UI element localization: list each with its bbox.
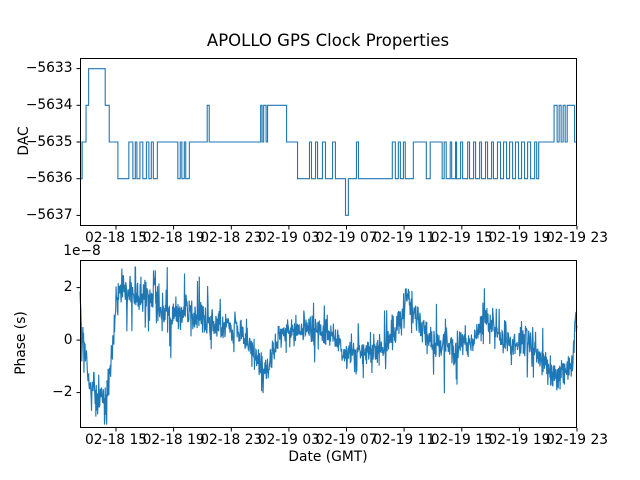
x-axis-label: Date (GMT) — [288, 449, 368, 465]
x-tick-label: 02-19 11 — [373, 431, 436, 448]
phase-plot-canvas — [76, 259, 578, 431]
phase-scale-offset-text: 1e−8 — [63, 243, 101, 259]
x-tick-label: 02-18 19 — [142, 431, 205, 448]
phase-line — [79, 266, 578, 425]
figure-title: APOLLO GPS Clock Properties — [206, 31, 450, 50]
y-tick-label: −5633 — [25, 60, 73, 77]
x-tick-label: 02-19 15 — [430, 229, 493, 246]
x-tick-label: 02-19 19 — [488, 431, 551, 448]
axes-frame — [80, 57, 577, 226]
dac-line — [80, 67, 577, 216]
dac-plot-canvas — [76, 57, 578, 229]
x-tick-label: 02-18 23 — [200, 431, 263, 448]
x-tick-label: 02-19 03 — [257, 431, 320, 448]
x-tick-label: 02-19 23 — [545, 229, 609, 246]
x-tick-label: 02-19 07 — [315, 431, 378, 448]
y-tick-label: 0 — [63, 331, 73, 348]
dac-subplot — [76, 57, 578, 229]
y-tick-label: −5636 — [25, 170, 73, 187]
y-tick-label: −5635 — [25, 133, 73, 150]
x-tick-label: 02-19 03 — [257, 229, 320, 246]
y-tick-label: 2 — [63, 279, 73, 296]
phase-subplot — [76, 259, 578, 431]
y-tick-label: −5634 — [25, 96, 73, 113]
y-tick-label: −2 — [52, 384, 73, 401]
y-tick-label: −5637 — [25, 206, 73, 223]
x-tick-label: 02-18 15 — [84, 431, 148, 448]
x-tick-label: 02-19 11 — [373, 229, 436, 246]
x-tick-label: 02-19 19 — [488, 229, 551, 246]
axes-frame — [80, 259, 577, 428]
x-tick-label: 02-19 23 — [545, 431, 609, 448]
x-tick-label: 02-19 15 — [430, 431, 493, 448]
x-tick-label: 02-18 15 — [84, 229, 148, 246]
x-tick-label: 02-18 23 — [200, 229, 263, 246]
x-tick-label: 02-18 19 — [142, 229, 205, 246]
x-tick-label: 02-19 07 — [315, 229, 378, 246]
